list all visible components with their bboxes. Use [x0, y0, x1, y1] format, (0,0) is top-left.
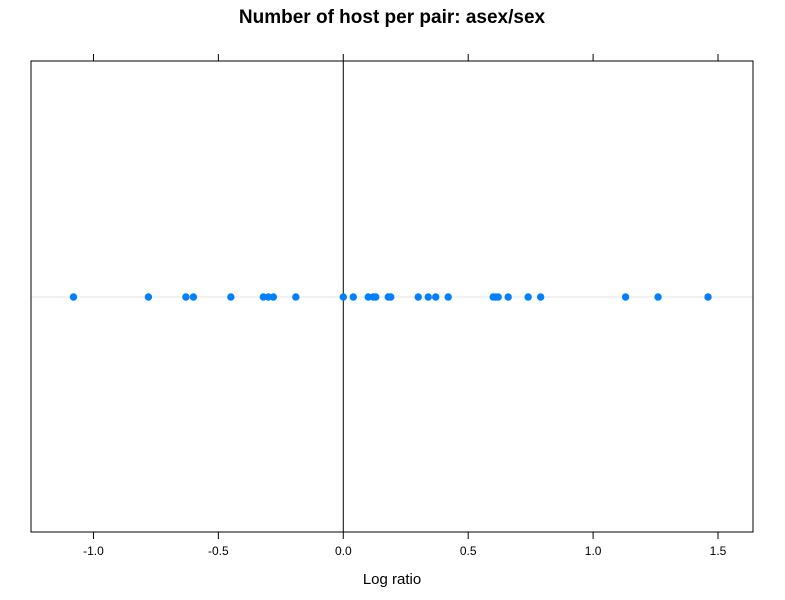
- x-tick-label: 0.0: [335, 544, 352, 558]
- data-point: [424, 293, 432, 301]
- data-point: [227, 293, 235, 301]
- data-point: [504, 293, 512, 301]
- bottom-axis-ticks: [92, 532, 719, 539]
- data-point: [494, 293, 502, 301]
- data-point: [524, 293, 532, 301]
- x-axis-tick-labels: -1.0 -0.5 0.0 0.5 1.0 1.5: [83, 544, 727, 558]
- data-point: [372, 293, 380, 301]
- data-point: [292, 293, 300, 301]
- x-tick-label: 1.5: [710, 544, 727, 558]
- x-tick-label: 1.0: [585, 544, 602, 558]
- data-point: [144, 293, 153, 301]
- data-point: [182, 293, 190, 301]
- data-point: [654, 293, 662, 301]
- data-point: [69, 293, 78, 301]
- x-tick-label: -1.0: [83, 544, 104, 558]
- data-point: [432, 293, 440, 301]
- data-point: [269, 293, 278, 301]
- data-point: [536, 293, 545, 301]
- data-point: [444, 293, 452, 301]
- x-axis-label: Log ratio: [363, 571, 421, 588]
- data-point: [339, 293, 347, 301]
- top-axis-ticks: [92, 54, 719, 61]
- data-point: [349, 293, 357, 301]
- data-point: [414, 293, 422, 301]
- data-point: [189, 293, 198, 301]
- data-points: [69, 293, 712, 301]
- plot-frame: [30, 60, 754, 533]
- x-tick-label: 0.5: [460, 544, 477, 558]
- data-point: [387, 293, 395, 301]
- chart-title: Number of host per pair: asex/sex: [239, 7, 546, 28]
- data-point: [704, 293, 712, 301]
- x-tick-label: -0.5: [208, 544, 229, 558]
- data-point: [621, 293, 630, 301]
